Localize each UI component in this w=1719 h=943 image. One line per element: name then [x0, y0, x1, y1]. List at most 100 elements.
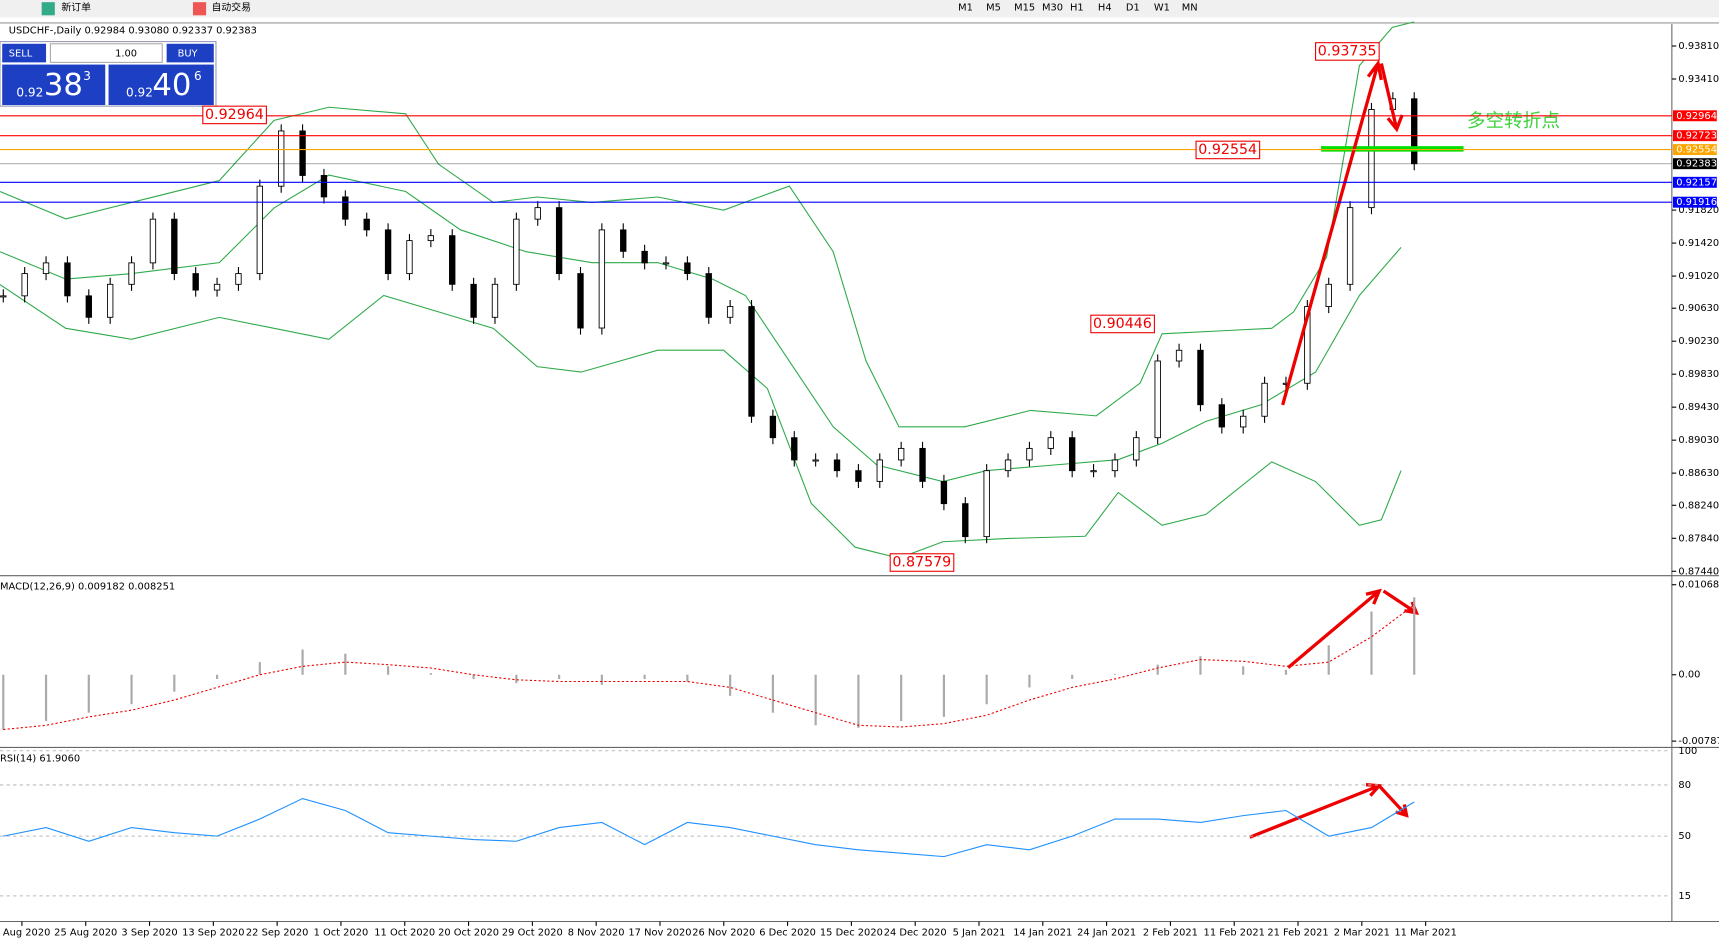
x-tick-label: 5 Jan 2021: [953, 927, 1006, 938]
macd-arrow-down: [1382, 589, 1420, 616]
y-tick-label: 15: [1678, 891, 1691, 902]
candle: [919, 447, 926, 482]
rsi-arrow-up: [1249, 783, 1383, 839]
y-tick-label: 50: [1678, 831, 1691, 842]
pivot-note: 多空转折点: [1467, 111, 1560, 132]
candle: [256, 185, 264, 275]
candle: [855, 470, 862, 482]
price-note-box: [889, 553, 955, 572]
new-order-icon[interactable]: [41, 2, 55, 16]
x-tick-label: 20 Oct 2020: [438, 927, 499, 938]
sell-button[interactable]: [2, 43, 47, 63]
candle: [812, 459, 819, 462]
y-tick-label: 0.010685: [1678, 580, 1719, 591]
x-tick-label: 24 Jan 2021: [1077, 927, 1136, 938]
x-tick-label: 17 Nov 2020: [628, 927, 691, 938]
candle: [555, 207, 563, 275]
x-tick-label: 11 Mar 2021: [1394, 927, 1456, 938]
candle: [470, 283, 477, 318]
candle: [235, 273, 242, 285]
y-tick-label: 100: [1678, 746, 1697, 757]
candle: [192, 273, 199, 291]
candle: [513, 218, 520, 285]
timeframe[interactable]: H1: [1070, 3, 1084, 14]
candle: [1325, 283, 1332, 308]
candle: [833, 459, 841, 472]
candle: [406, 240, 413, 275]
timeframe[interactable]: D1: [1126, 3, 1140, 14]
timeframe[interactable]: W1: [1154, 3, 1170, 14]
candle: [85, 295, 92, 318]
arrow-up: [1281, 59, 1383, 406]
trade-panel: SELL 1.00 BUY 0.92 38 3 0.92 40 6: [0, 41, 217, 107]
candle: [21, 273, 28, 297]
x-tick-label: 13 Sep 2020: [182, 927, 244, 938]
x-tick-label: 25 Aug 2020: [54, 927, 117, 938]
candle: [491, 283, 499, 318]
candle: [769, 415, 777, 439]
timeframe[interactable]: M15: [1014, 3, 1035, 14]
candle: [149, 218, 157, 264]
x-tick-label: 22 Sep 2020: [246, 927, 308, 938]
sell-label[interactable]: SELL: [9, 49, 33, 60]
candle: [940, 480, 948, 505]
sell-price-box[interactable]: [2, 64, 106, 106]
buy-button[interactable]: [166, 43, 214, 63]
buy-price-box[interactable]: [108, 64, 214, 106]
auto-trading[interactable]: 自动交易: [212, 1, 251, 14]
x-tick-label: 6 Dec 2020: [759, 927, 816, 938]
candle: [0, 295, 7, 298]
candle: [983, 470, 990, 538]
candle: [128, 262, 135, 285]
auto-trading-icon[interactable]: [192, 2, 207, 16]
y-tick-label: -0.007877: [1678, 736, 1719, 747]
timeframe[interactable]: M5: [986, 3, 1001, 14]
level-tag: [1672, 110, 1717, 122]
timeframe[interactable]: H4: [1098, 3, 1112, 14]
sell-frac: 3: [83, 69, 91, 83]
toolbar: [0, 0, 1719, 18]
timeframe[interactable]: M30: [1042, 3, 1063, 14]
candle: [620, 229, 627, 252]
y-tick-label: 0.91820: [1678, 205, 1719, 216]
timeframe[interactable]: M1: [958, 3, 973, 14]
x-tick-label: 6 Aug 2020: [0, 927, 50, 938]
buy-label[interactable]: BUY: [178, 49, 199, 60]
price-note: 0.93735: [1318, 43, 1377, 59]
candle: [1154, 360, 1161, 439]
lots[interactable]: 1.00: [115, 49, 137, 60]
candle: [726, 306, 734, 318]
candle: [1411, 98, 1418, 165]
y-tick-label: 0.90630: [1678, 303, 1719, 314]
arrows: [1249, 59, 1420, 839]
x-tick-label: 8 Nov 2020: [568, 927, 625, 938]
price-note-box: [202, 105, 267, 125]
level-label: 0.92964: [1676, 111, 1717, 122]
x-tick-label: 24 Dec 2020: [884, 927, 947, 938]
y-tick-label: 0.89430: [1678, 402, 1719, 413]
candle: [598, 229, 606, 329]
candle: [363, 218, 370, 231]
new-order[interactable]: 新订单: [61, 1, 91, 14]
rsi-header: RSI(14) 61.9060: [0, 753, 80, 764]
candle: [1218, 404, 1226, 428]
candle: [962, 503, 969, 538]
y-tick-label: 80: [1678, 780, 1691, 791]
y-tick-label: 0.87840: [1678, 533, 1719, 544]
x-tick-label: 26 Nov 2020: [692, 927, 755, 938]
rsi-arrow-down: [1377, 784, 1409, 818]
candle: [1069, 437, 1076, 472]
buy-frac: 6: [194, 69, 202, 83]
x-tick-label: 21 Feb 2021: [1267, 927, 1328, 938]
level-label: 0.92723: [1676, 131, 1717, 142]
y-tick-label: 0.91020: [1678, 271, 1719, 282]
candle: [384, 229, 392, 275]
lots-input[interactable]: [49, 43, 163, 63]
price-note: 0.87579: [892, 555, 951, 571]
band-upper: [0, 21, 1415, 428]
x-tick-label: 2 Feb 2021: [1143, 927, 1198, 938]
timeframe[interactable]: MN: [1182, 3, 1198, 14]
x-tick-label: 2 Mar 2021: [1334, 927, 1390, 938]
